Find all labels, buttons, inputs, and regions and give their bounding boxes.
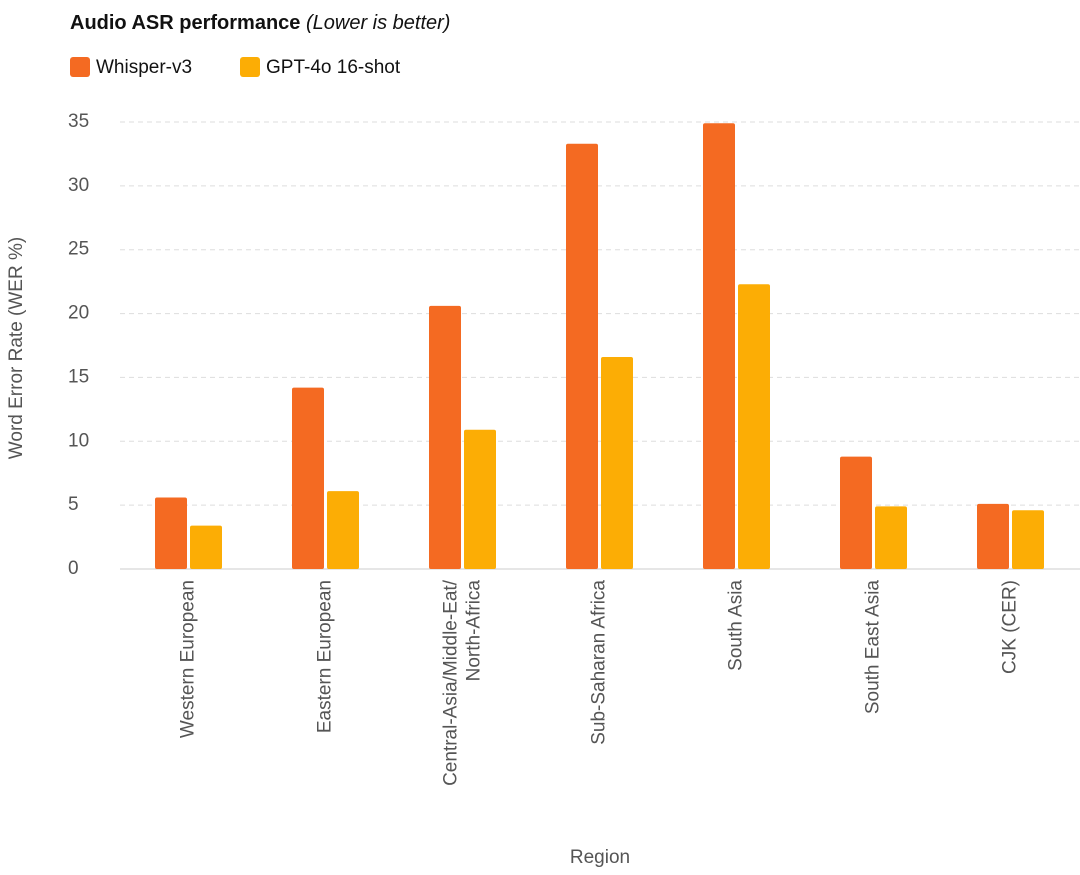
bar [429, 305, 461, 569]
x-axis-label: Region [570, 847, 630, 868]
x-tick-label: Eastern European [315, 580, 336, 733]
y-tick-label: 0 [68, 558, 79, 579]
x-tick-label: Western European [178, 580, 199, 738]
legend-swatch [240, 57, 260, 77]
bar [977, 503, 1009, 569]
x-tick-label: South Asia [726, 580, 747, 671]
y-tick-label: 30 [68, 175, 89, 196]
y-axis-label: Word Error Rate (WER %) [6, 237, 27, 459]
bar [155, 497, 187, 569]
title: Audio ASR performance [70, 12, 300, 34]
bar [292, 387, 324, 569]
x-tick-label: Sub-Saharan Africa [589, 580, 610, 745]
bar [190, 525, 222, 569]
bar [1012, 510, 1044, 569]
chart-title: Audio ASR performance (Lower is better) [70, 12, 450, 34]
legend-label: GPT-4o 16-shot [266, 57, 401, 78]
bar [601, 356, 633, 569]
bar [703, 123, 735, 569]
legend-swatch [70, 57, 90, 77]
y-tick-label: 25 [68, 239, 89, 260]
bar [464, 429, 496, 569]
y-tick-label: 20 [68, 303, 89, 324]
y-tick-label: 35 [68, 111, 89, 132]
x-tick-label: CJK (CER) [1000, 580, 1021, 674]
x-tick-label: South East Asia [863, 580, 884, 715]
bar [327, 491, 359, 569]
y-tick-label: 5 [68, 494, 79, 515]
x-tick-label: Central-Asia/Middle-Eat/North-Africa [441, 579, 485, 786]
bar [875, 506, 907, 569]
legend-label: Whisper-v3 [96, 57, 192, 78]
y-tick-label: 15 [68, 366, 89, 387]
subtitle: (Lower is better) [306, 12, 451, 34]
bar [840, 456, 872, 569]
bar [738, 284, 770, 569]
bar [566, 143, 598, 569]
y-tick-label: 10 [68, 430, 89, 451]
